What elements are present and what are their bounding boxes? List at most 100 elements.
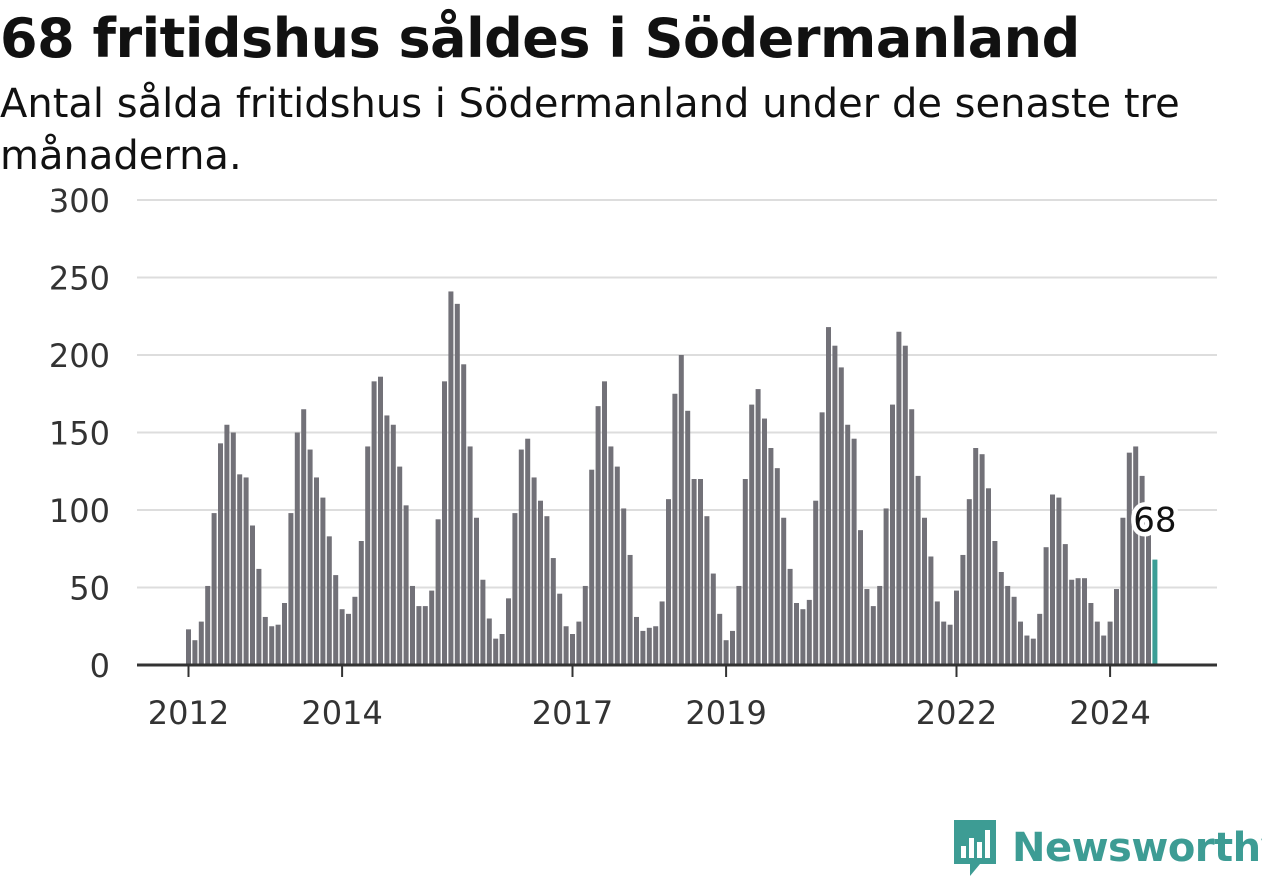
bar	[416, 606, 422, 665]
y-tick-label: 100	[49, 492, 110, 530]
bar	[813, 500, 819, 665]
bar	[1043, 547, 1049, 665]
bar	[186, 629, 191, 665]
x-axis-labels: 2012 2014 2017 2019 2022 2024	[148, 665, 1151, 732]
bar	[474, 517, 479, 665]
bar	[653, 626, 659, 665]
bar	[403, 505, 409, 665]
bar	[934, 601, 940, 665]
bar	[768, 448, 774, 665]
bar	[1139, 475, 1145, 665]
annotation-halo: 68	[1133, 501, 1176, 541]
bar	[678, 355, 684, 665]
bar	[755, 389, 761, 665]
bar	[550, 558, 556, 665]
bar	[288, 513, 294, 665]
bar	[1075, 578, 1081, 665]
bar	[902, 345, 908, 665]
bar	[979, 454, 985, 665]
x-tick-label: 2014	[301, 694, 382, 732]
bar	[986, 488, 991, 665]
bar	[518, 449, 524, 665]
bar	[730, 630, 735, 665]
y-tick-label: 150	[49, 415, 110, 453]
bar	[691, 479, 697, 665]
y-tick-label: 300	[49, 182, 110, 220]
bar	[736, 585, 742, 665]
bar	[410, 585, 415, 665]
bar	[243, 477, 249, 665]
bar	[947, 624, 953, 665]
bar	[634, 616, 639, 665]
bar	[531, 477, 537, 665]
bar	[806, 599, 812, 665]
bar	[928, 556, 934, 665]
bar	[858, 530, 863, 665]
bar	[570, 634, 575, 665]
bar	[371, 381, 377, 665]
bar	[595, 406, 601, 665]
bar	[1152, 559, 1158, 665]
chart-title: 68 fritidshus såldes i Södermanland	[0, 7, 1080, 70]
bar	[397, 466, 403, 665]
y-tick-label: 200	[49, 337, 110, 375]
bar	[1088, 603, 1094, 665]
bar	[774, 468, 780, 665]
newsworthy-logo-icon	[954, 820, 996, 876]
bar	[282, 603, 287, 665]
bar	[838, 367, 844, 665]
bar	[941, 621, 947, 665]
bar	[698, 479, 703, 665]
annotation-label: 68	[1133, 501, 1176, 541]
bar	[890, 404, 895, 665]
bar	[218, 443, 223, 665]
bar	[621, 508, 627, 665]
x-tick-label: 2024	[1069, 694, 1150, 732]
bar	[922, 517, 927, 665]
bar	[723, 640, 729, 665]
bar	[525, 438, 531, 665]
bar	[710, 573, 716, 665]
bar	[717, 613, 723, 665]
bar	[352, 596, 358, 665]
bar	[877, 585, 883, 665]
bar	[435, 519, 441, 665]
bar	[1069, 579, 1075, 665]
bar	[544, 516, 550, 665]
bar	[384, 415, 390, 665]
chart-subtitle: Antal sålda fritidshus i Södermanland un…	[0, 81, 1180, 179]
bar	[672, 393, 678, 665]
bar	[250, 525, 255, 665]
bar	[742, 479, 748, 665]
bar	[870, 606, 876, 665]
bar	[576, 621, 582, 665]
bar	[326, 536, 332, 665]
bar	[896, 331, 902, 665]
bar	[454, 303, 460, 665]
bar	[390, 424, 396, 665]
bar	[1094, 621, 1100, 665]
bar	[1018, 621, 1023, 665]
bar	[704, 516, 710, 665]
bar	[1062, 544, 1068, 665]
bar	[224, 424, 230, 665]
bar	[262, 616, 268, 665]
bar	[973, 448, 979, 665]
bar	[448, 291, 454, 665]
bar	[666, 499, 671, 665]
bar	[429, 590, 435, 665]
bar	[800, 609, 806, 665]
bar	[1120, 517, 1126, 665]
bar	[1037, 613, 1043, 665]
bar	[640, 630, 646, 665]
bar	[467, 446, 473, 665]
bar	[461, 364, 467, 665]
bar	[819, 412, 825, 665]
bar	[493, 638, 499, 665]
bar	[538, 500, 543, 665]
bar	[1146, 517, 1151, 665]
bar	[1024, 635, 1030, 665]
bar	[442, 381, 447, 665]
bar	[883, 508, 889, 665]
bar	[915, 475, 921, 665]
